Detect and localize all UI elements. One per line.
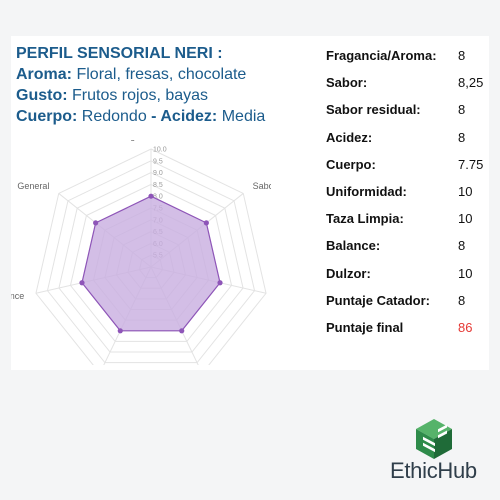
score-row: Puntaje Catador: 8 (326, 293, 486, 320)
radar-grid-ring (58, 172, 244, 353)
profile-title: PERFIL SENSORIAL NERI : (16, 45, 223, 62)
brand-name: EthicHub (390, 458, 477, 483)
score-label: Acidez: (326, 129, 373, 145)
score-row: Taza Limpia: 10 (326, 211, 486, 238)
ethichub-cube-logo-icon (416, 419, 452, 459)
gusto-value: Frutos rojos, bayas (67, 87, 209, 104)
acidez-value: Media (217, 108, 266, 125)
score-label: Uniformidad: (326, 183, 407, 199)
radar-data-point (148, 193, 154, 199)
score-row: Uniformidad: 10 (326, 184, 486, 211)
final-score-value: 86 (458, 319, 473, 335)
score-value: 10 (458, 183, 473, 199)
score-label: Balance: (326, 238, 381, 254)
score-value: 10 (458, 265, 473, 281)
radar-axis-label: General (17, 181, 49, 191)
radar-axis-label: Balance (11, 291, 24, 301)
score-value: 10 (458, 211, 473, 227)
radar-data-point (117, 328, 123, 334)
radar-axis-label: Fragancia Aroma (117, 140, 186, 141)
score-value: 8 (458, 292, 466, 308)
sensory-profile-card (11, 36, 489, 370)
radar-data-point (203, 220, 209, 226)
radar-data-point (79, 280, 85, 286)
score-row: Dulzor: 10 (326, 266, 486, 293)
aroma-value: Floral, fresas, chocolate (72, 66, 247, 83)
score-value: 8,25 (458, 75, 484, 91)
score-label: Taza Limpia: (326, 211, 404, 227)
score-value: 7.75 (458, 156, 484, 172)
radar-data-point (217, 280, 223, 286)
radar-tick-label: 8.5 (153, 182, 163, 189)
score-row: Fragancia/Aroma: 8 (326, 48, 486, 75)
aroma-line: Aroma: Floral, fresas, chocolate (16, 64, 306, 85)
score-label: Sabor residual: (326, 102, 421, 118)
aroma-label: Aroma: (16, 66, 73, 83)
score-value: 8 (458, 48, 466, 63)
radar-series-area (81, 195, 221, 332)
radar-axis-label: Sabor (253, 181, 271, 191)
radar-tick-label: 8.0 (153, 194, 163, 201)
score-row: Sabor residual: 8 (326, 102, 486, 129)
score-row: Acidez: 8 (326, 130, 486, 157)
score-label: Puntaje Catador: (326, 292, 431, 308)
score-value: 8 (458, 238, 466, 254)
sensory-profile-text: PERFIL SENSORIAL NERI : Aroma: Floral, f… (16, 43, 306, 127)
score-value: 8 (458, 129, 466, 145)
dash-separator: - (151, 108, 161, 125)
radar-tick-label: 9.0 (153, 170, 163, 177)
scores-table: Fragancia/Aroma: 8 Sabor: 8,25 Sabor resid… (326, 48, 486, 347)
cuerpo-value: Redondo (77, 108, 152, 125)
radar-grid-ring (46, 160, 256, 364)
radar-data-point (179, 328, 185, 334)
final-score-row: Puntaje final 86 (326, 320, 486, 347)
gusto-line: Gusto: Frutos rojos, bayas (16, 85, 306, 106)
radar-grid-ring (35, 148, 267, 365)
cuerpo-acidez-line: Cuerpo: Redondo - Acidez: Media (16, 106, 306, 127)
acidez-label: Acidez: (160, 108, 218, 125)
score-label: Sabor: (326, 75, 368, 91)
radar-tick-label: 10.0 (153, 147, 167, 154)
gusto-label: Gusto: (16, 87, 68, 104)
score-label: Cuerpo: (326, 156, 376, 172)
score-label: Fragancia/Aroma: (326, 48, 437, 63)
score-row: Sabor: 8,25 (326, 75, 486, 102)
radar-grid-ring (69, 183, 233, 342)
radar-data-point (93, 220, 99, 226)
radar-tick-label: 9.5 (153, 158, 163, 165)
final-score-label: Puntaje final (326, 319, 404, 335)
cuerpo-label: Cuerpo: (16, 108, 78, 125)
score-row: Cuerpo: 7.75 (326, 157, 486, 184)
score-label: Dulzor: (326, 265, 371, 281)
score-row: Balance: 8 (326, 238, 486, 265)
radar-chart: 10.09.59.08.58.07.57.06.56.05.5Fragancia… (11, 140, 271, 365)
score-value: 8 (458, 102, 466, 118)
